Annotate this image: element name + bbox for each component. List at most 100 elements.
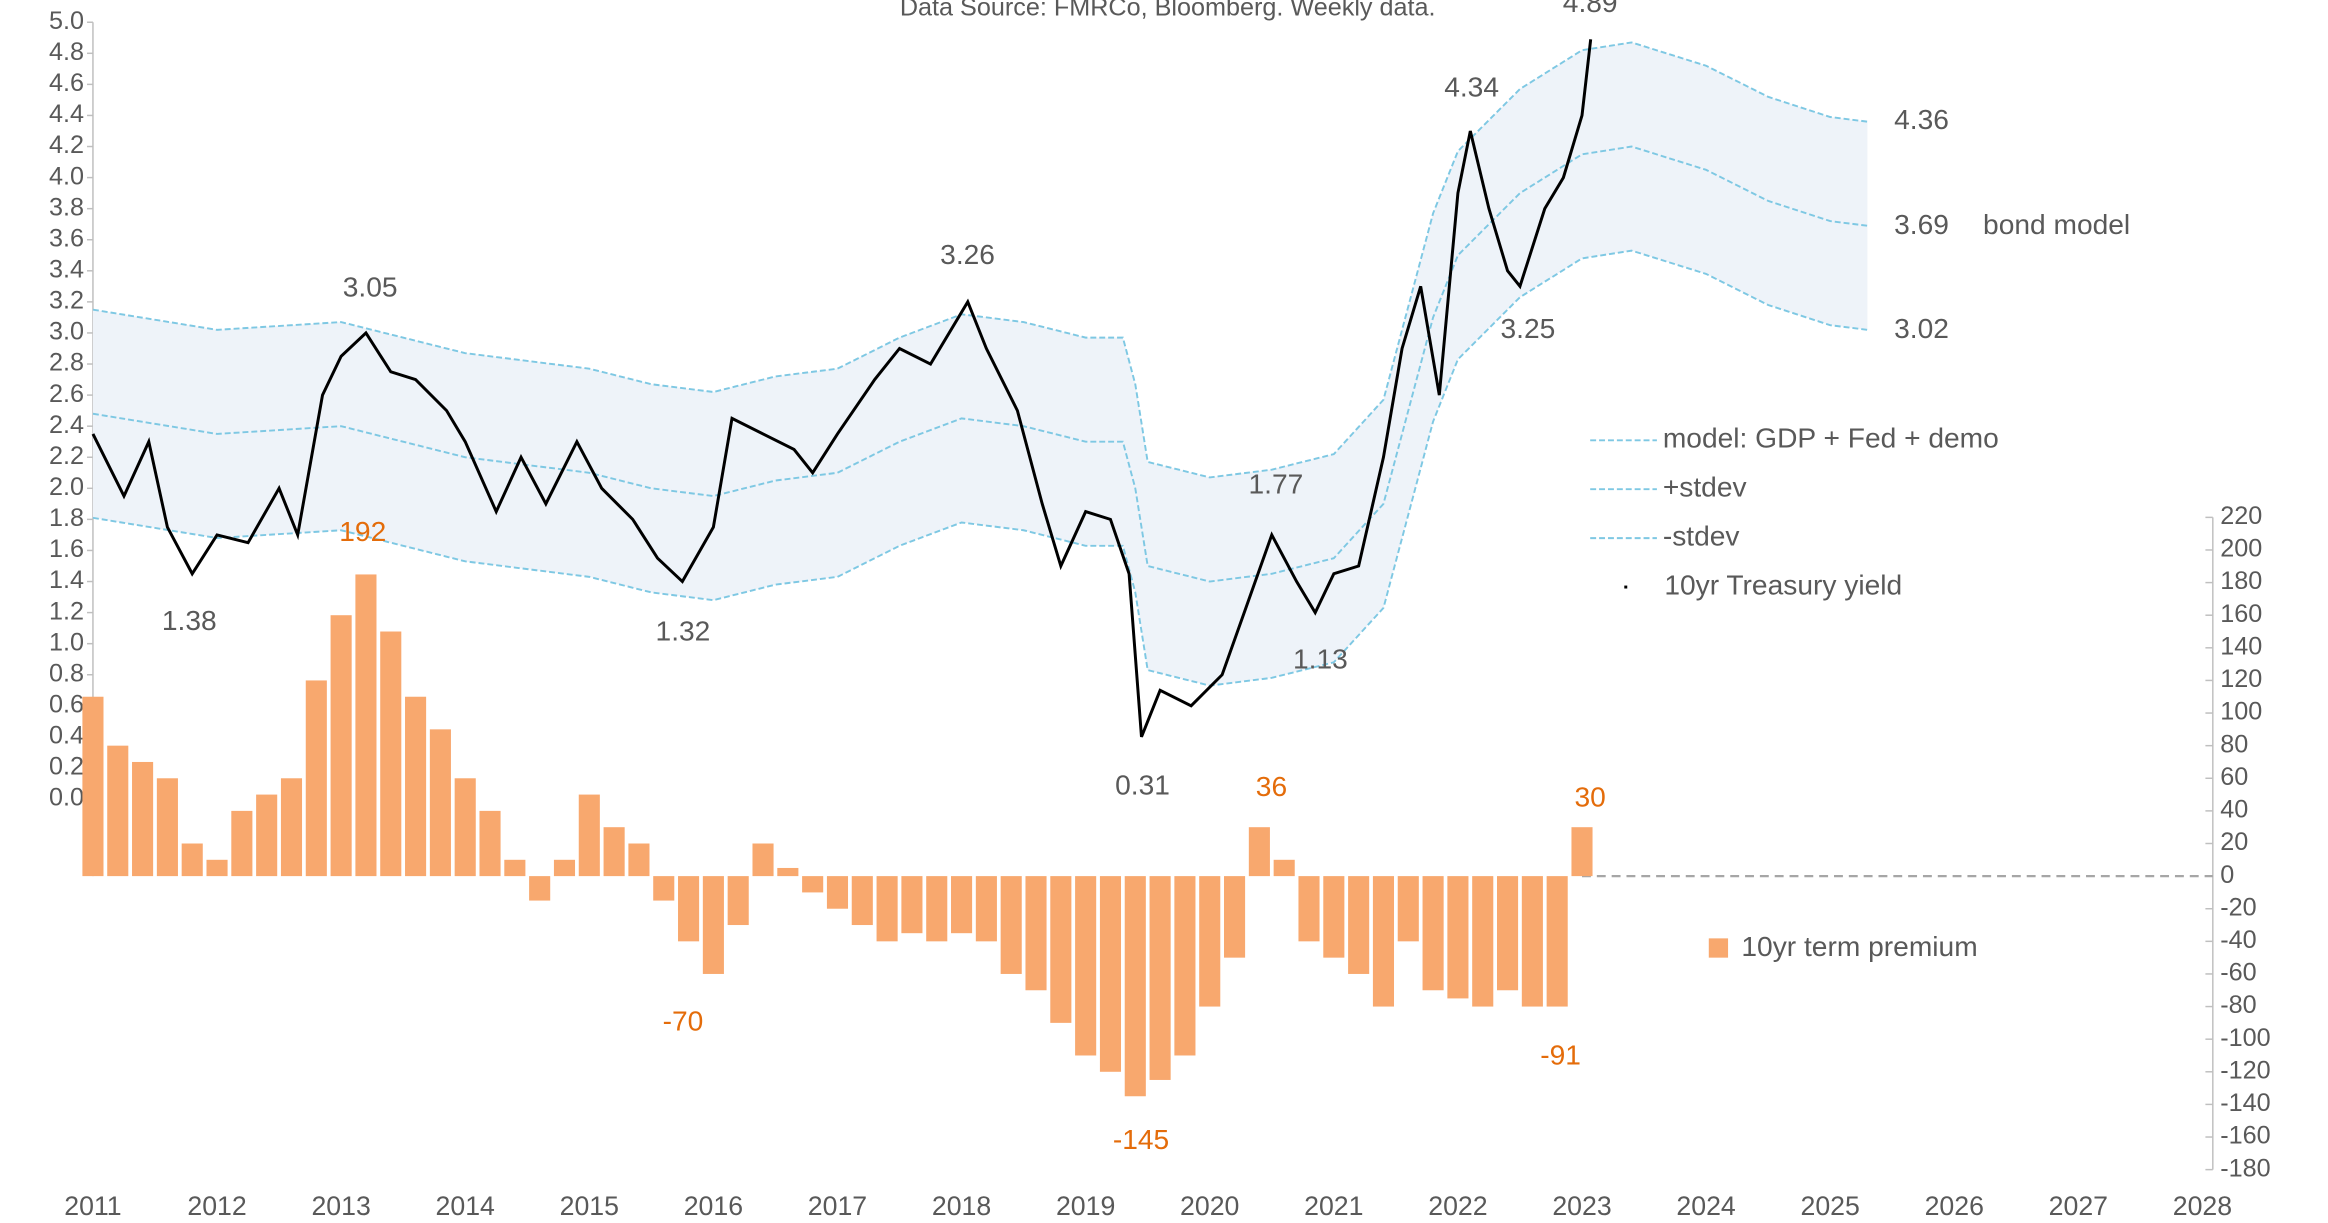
y-tick-label: 2.2 (49, 442, 84, 470)
bar (628, 843, 650, 877)
bar (678, 876, 700, 942)
bar (1521, 876, 1543, 1007)
bar (206, 859, 228, 877)
legend-label: -stdev (1663, 521, 1740, 552)
annotation: 1.77 (1249, 469, 1304, 500)
bar (479, 810, 501, 877)
annotation: 3.26 (940, 239, 995, 270)
y2-annotation: 36 (1256, 771, 1287, 802)
y-tick-label: 0.6 (49, 690, 84, 718)
stdev-band (92, 42, 1868, 686)
y-tick-label: 0.8 (49, 659, 84, 687)
bar (826, 876, 849, 909)
bar (1447, 876, 1469, 999)
x-tick-label: 2025 (1801, 1191, 1860, 1221)
y2-annotation: 30 (1575, 781, 1606, 812)
x-tick-label: 2027 (2049, 1191, 2108, 1221)
bar (1248, 827, 1270, 877)
bar (1199, 876, 1221, 1007)
y-tick-label: 3.8 (49, 193, 84, 221)
x-tick-label: 2026 (1925, 1191, 1984, 1221)
bar (1497, 876, 1519, 991)
y2-tick-label: -140 (2220, 1089, 2270, 1117)
bar (1000, 876, 1022, 974)
bar (1298, 876, 1320, 942)
x-tick-label: 2016 (684, 1191, 743, 1221)
y2-tick-label: 80 (2220, 730, 2248, 758)
bar (702, 876, 724, 974)
bar (1273, 859, 1295, 877)
bar (876, 876, 898, 942)
y2-tick-label: -80 (2220, 991, 2256, 1019)
bar (1397, 876, 1419, 942)
bar (653, 876, 675, 901)
bar (1025, 876, 1047, 991)
y-tick-label: 1.0 (49, 628, 84, 656)
bar (1348, 876, 1370, 974)
x-tick-label: 2028 (2173, 1191, 2232, 1221)
x-tick-label: 2014 (436, 1191, 496, 1221)
annotation: 1.38 (162, 605, 217, 636)
bar (901, 876, 923, 934)
bar (1422, 876, 1444, 991)
y2-tick-label: -120 (2220, 1056, 2270, 1084)
x-tick-label: 2019 (1056, 1191, 1115, 1221)
annotation: 0.31 (1115, 770, 1170, 801)
bar (156, 778, 178, 877)
annotation: 3.25 (1501, 313, 1556, 344)
bar (1174, 876, 1196, 1056)
bar (1224, 876, 1246, 958)
bar (1075, 876, 1097, 1056)
y-tick-label: 4.4 (49, 100, 84, 128)
y2-tick-label: -60 (2220, 959, 2256, 987)
y-tick-label: 3.6 (49, 224, 84, 252)
bar (975, 876, 997, 942)
line (92, 41, 1868, 479)
y2-annotation: -145 (1113, 1124, 1169, 1155)
bar (256, 794, 278, 877)
y2-tick-label: -40 (2220, 926, 2256, 954)
bar (1099, 876, 1122, 1072)
bar (603, 827, 625, 877)
line (91, 39, 1593, 738)
bar (951, 876, 973, 934)
bar (1546, 876, 1568, 1007)
y2-annotation: -70 (663, 1005, 704, 1036)
x-tick-label: 2013 (311, 1191, 370, 1221)
bar (454, 778, 476, 877)
y-tick-label: 2.0 (49, 473, 84, 501)
legend-label: 10yr Treasury yield (1664, 569, 1902, 600)
bar (330, 615, 352, 877)
line (92, 145, 1868, 583)
x-tick-label: 2024 (1676, 1191, 1736, 1221)
bar (355, 574, 377, 877)
bar (802, 876, 824, 893)
y2-tick-label: 200 (2220, 535, 2262, 563)
bar (305, 680, 327, 877)
bar (727, 876, 749, 926)
bar (181, 843, 203, 877)
legend-swatch (1708, 938, 1729, 958)
bar (504, 859, 526, 877)
y2-annotation: -91 (1540, 1039, 1581, 1070)
annotation: 1.13 (1293, 644, 1348, 675)
y-tick-label: 2.4 (49, 411, 84, 439)
x-tick-label: 2021 (1304, 1191, 1363, 1221)
bar (529, 876, 551, 901)
y2-tick-label: 160 (2220, 600, 2262, 628)
x-tick-label: 2015 (560, 1191, 619, 1221)
y2-tick-label: 60 (2220, 763, 2248, 791)
y2-tick-label: -160 (2220, 1122, 2270, 1150)
y2-tick-label: 180 (2220, 567, 2262, 595)
y2-tick-label: -180 (2220, 1154, 2270, 1182)
x-tick-label: 2020 (1180, 1191, 1239, 1221)
y-tick-label: 5.0 (49, 7, 84, 35)
line (92, 249, 1868, 687)
annotation: 4.89 (1563, 0, 1618, 18)
chart-title: Data Source: FMRCo, Bloomberg. Weekly da… (900, 0, 1436, 22)
bar (1472, 876, 1494, 1007)
y-tick-label: 4.6 (49, 69, 84, 97)
x-tick-label: 2022 (1428, 1191, 1487, 1221)
bar (405, 696, 427, 877)
